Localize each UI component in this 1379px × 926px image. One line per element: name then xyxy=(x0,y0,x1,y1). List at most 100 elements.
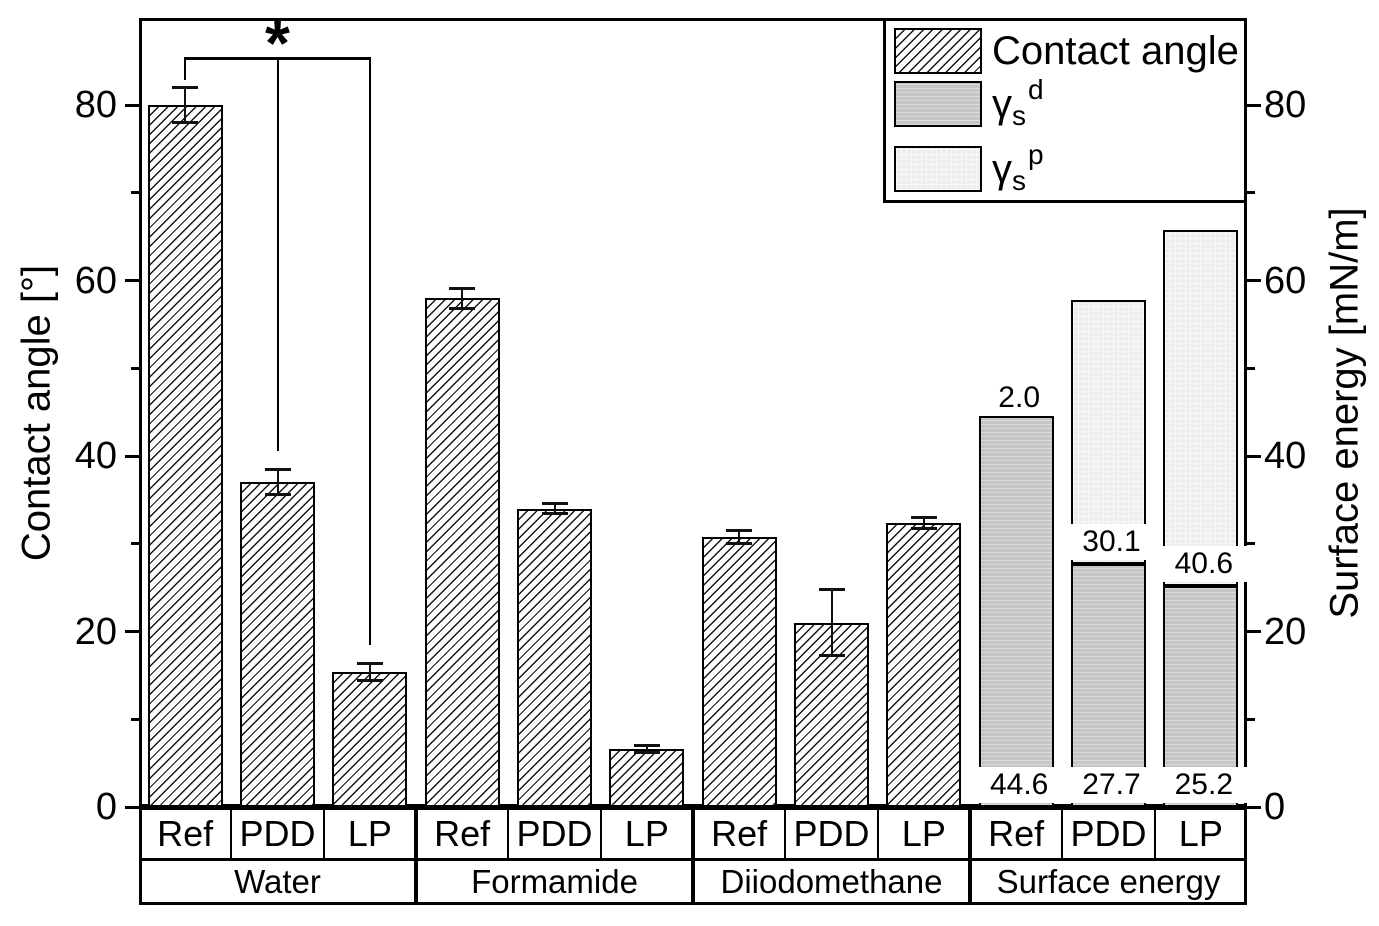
errorbar-water-pdd xyxy=(276,469,279,496)
tick-left-minor-10 xyxy=(131,717,139,721)
gamma-symbol: γ xyxy=(992,82,1012,126)
errorbar-cap-bottom-diiodomethane-pdd xyxy=(818,654,845,658)
xtable-cell-divider xyxy=(1153,807,1156,858)
errorbar-water-ref xyxy=(184,87,187,123)
x-label-diiodomethane-lp: LP xyxy=(901,813,946,854)
tick-right-minor-70 xyxy=(1247,191,1255,195)
value-label-gamma-p-surface-energy-pdd: 30.1 xyxy=(1063,523,1160,560)
xtable-group-divider xyxy=(691,807,695,905)
x-group-label-formamide: Formamide xyxy=(471,863,638,900)
bar-surface-energy-pdd-gamma-p xyxy=(1071,299,1146,564)
errorbar-cap-top-formamide-ref xyxy=(449,286,476,290)
bar-surface-energy-pdd-gamma-d xyxy=(1071,563,1146,807)
tick-left-major-0 xyxy=(125,805,139,809)
tick-right-major-80 xyxy=(1247,103,1261,107)
x-label-water-ref: Ref xyxy=(157,813,214,854)
tick-right-minor-50 xyxy=(1247,366,1255,370)
errorbar-diiodomethane-ref xyxy=(738,529,741,544)
xtable-cell-divider xyxy=(230,807,233,858)
errorbar-cap-bottom-formamide-pdd xyxy=(541,511,568,515)
errorbar-cap-bottom-water-pdd xyxy=(264,493,291,497)
gamma-symbol: γ xyxy=(992,147,1012,191)
xtable-cell-divider xyxy=(1061,807,1064,858)
xtable-group-divider xyxy=(968,807,972,905)
bar-water-pdd xyxy=(240,482,315,807)
tick-right-major-20 xyxy=(1247,630,1261,633)
legend-label-gamma-p: γsp xyxy=(992,139,1044,196)
errorbar-cap-bottom-water-ref xyxy=(172,120,199,124)
errorbar-cap-top-diiodomethane-ref xyxy=(726,528,753,532)
bar-water-lp xyxy=(332,671,408,807)
left-axis-title: Contact angle [°] xyxy=(14,264,59,562)
tick-right-major-40 xyxy=(1247,454,1261,458)
bar-formamide-pdd xyxy=(517,508,592,807)
tick-left-major-60 xyxy=(125,279,139,282)
significance-drop-pdd xyxy=(276,57,279,451)
xtable-cell-divider xyxy=(784,807,787,858)
x-label-water-pdd: PDD xyxy=(239,813,316,854)
errorbar-cap-bottom-formamide-lp xyxy=(633,751,660,755)
significance-drop-ref xyxy=(184,57,187,80)
tick-label-left-60: 60 xyxy=(74,259,117,302)
significance-asterisk: * xyxy=(265,7,290,79)
errorbar-diiodomethane-lp xyxy=(922,516,925,529)
errorbar-cap-top-diiodomethane-pdd xyxy=(818,588,845,592)
bar-formamide-ref xyxy=(424,298,500,807)
legend-swatch-contact-angle xyxy=(894,28,982,74)
errorbar-cap-bottom-diiodomethane-lp xyxy=(910,526,937,530)
errorbar-cap-top-water-lp xyxy=(356,662,383,666)
xtable-border-left xyxy=(139,807,142,905)
x-group-label-diiodomethane: Diiodomethane xyxy=(720,863,943,900)
x-label-formamide-pdd: PDD xyxy=(516,813,593,854)
tick-left-minor-70 xyxy=(131,191,139,195)
x-label-formamide-ref: Ref xyxy=(434,813,491,854)
errorbar-formamide-pdd xyxy=(553,503,556,514)
legend-label-contact-angle: Contact angle xyxy=(992,29,1239,73)
x-label-surface-energy-ref: Ref xyxy=(988,813,1045,854)
errorbar-cap-top-diiodomethane-lp xyxy=(910,515,937,519)
tick-right-major-0 xyxy=(1247,805,1261,809)
legend: Contact angle γsd γsp xyxy=(883,18,1247,203)
gamma-superscript: p xyxy=(1028,139,1044,170)
right-axis-title: Surface energy [mN/m] xyxy=(1322,207,1367,619)
errorbar-cap-top-formamide-lp xyxy=(633,743,660,747)
gamma-subscript: s xyxy=(1012,165,1026,196)
errorbar-diiodomethane-pdd xyxy=(830,589,833,657)
tick-left-major-40 xyxy=(125,454,139,458)
x-group-label-surface-energy: Surface energy xyxy=(996,863,1221,900)
tick-left-major-80 xyxy=(125,103,139,107)
x-label-diiodomethane-pdd: PDD xyxy=(793,813,870,854)
value-label-gamma-p-surface-energy-ref: 2.0 xyxy=(971,380,1068,417)
value-label-gamma-d-surface-energy-lp: 25.2 xyxy=(1155,767,1252,803)
gamma-subscript: s xyxy=(1012,100,1026,131)
xtable-cell-divider xyxy=(507,807,510,858)
tick-label-left-80: 80 xyxy=(74,84,117,126)
bar-diiodomethane-ref xyxy=(701,536,777,807)
errorbar-formamide-ref xyxy=(461,287,464,309)
value-label-gamma-d-surface-energy-pdd: 27.7 xyxy=(1063,767,1160,803)
legend-label-gamma-d: γsd xyxy=(992,74,1044,131)
significance-drop-lp xyxy=(368,57,371,645)
xtable-cell-divider xyxy=(599,807,602,858)
bar-surface-energy-ref-gamma-d xyxy=(978,415,1054,807)
errorbar-formamide-lp xyxy=(645,744,648,754)
gamma-superscript: d xyxy=(1028,74,1044,105)
x-group-label-water: Water xyxy=(234,863,321,900)
xtable-cell-divider xyxy=(322,807,325,858)
xtable-cell-divider xyxy=(876,807,879,858)
errorbar-cap-top-water-pdd xyxy=(264,468,291,472)
errorbar-cap-bottom-formamide-ref xyxy=(449,306,476,310)
tick-right-minor-30 xyxy=(1247,542,1255,546)
tick-label-left-0: 0 xyxy=(95,786,117,828)
bar-formamide-lp xyxy=(609,749,685,807)
errorbar-cap-top-formamide-pdd xyxy=(541,502,568,506)
errorbar-cap-bottom-water-lp xyxy=(356,678,383,682)
tick-label-right-60: 60 xyxy=(1264,259,1307,302)
tick-label-right-80: 80 xyxy=(1264,84,1307,126)
tick-label-right-0: 0 xyxy=(1264,786,1286,828)
tick-label-right-40: 40 xyxy=(1264,435,1307,477)
tick-left-minor-50 xyxy=(131,366,139,370)
bar-water-ref xyxy=(147,105,223,807)
